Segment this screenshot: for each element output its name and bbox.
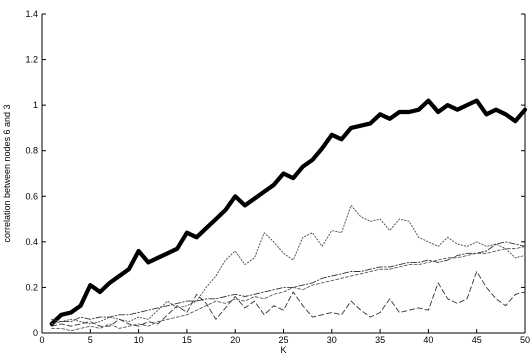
x-axis-label: K [280, 345, 286, 355]
series-layer [49, 98, 528, 332]
y-tick-label: 1.4 [25, 9, 38, 19]
y-tick-label: 0.2 [25, 282, 38, 292]
series-line-5 [51, 245, 526, 332]
x-tick-label: 15 [182, 335, 192, 345]
series-line-2 [51, 204, 526, 325]
ticks-layer: 0 5 10 15 20 25 30 35 40 45 50 0 0.2 0.4 0.6 0.8 1 1.2 1.4 [25, 9, 530, 345]
x-tick-label: 30 [327, 335, 337, 345]
x-tick-label: 0 [39, 335, 44, 345]
x-tick-label: 25 [278, 335, 288, 345]
y-tick-label: 0.6 [25, 191, 38, 201]
series-line-3 [51, 241, 526, 323]
x-tick-label: 40 [423, 335, 433, 345]
y-tick-label: 0.8 [25, 146, 38, 156]
x-tick-label: 35 [375, 335, 385, 345]
y-tick-label: 0.4 [25, 237, 38, 247]
y-tick-label: 0 [33, 328, 38, 338]
x-tick-label: 10 [134, 335, 144, 345]
x-tick-label: 20 [230, 335, 240, 345]
series-line-1 [49, 98, 528, 326]
x-tick-label: 50 [520, 335, 530, 345]
x-tick-label: 5 [88, 335, 93, 345]
y-axis-label: correlation between nodes 6 and 3 [2, 104, 12, 242]
y-tick-label: 1.2 [25, 55, 38, 65]
series-line-4 [51, 271, 526, 327]
x-tick-label: 45 [472, 335, 482, 345]
y-tick-label: 1 [33, 100, 38, 110]
